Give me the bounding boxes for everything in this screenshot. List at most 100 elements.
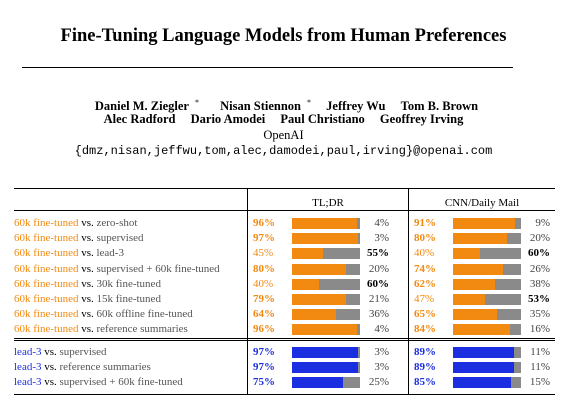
preference-bar-fill [292, 347, 358, 358]
vs-label: vs. [81, 247, 94, 260]
win-rate: 97% [253, 361, 275, 374]
author-row-1: Daniel M. Ziegler * Nisan Stiennon * Jeffr… [0, 94, 567, 115]
win-rate: 97% [253, 232, 275, 245]
comparison-label: lead-3 vs. supervised [14, 346, 107, 358]
model-b-label: reference summaries [59, 361, 151, 374]
comparison-label: 60k fine-tuned vs. supervised + 60k fine… [14, 263, 220, 275]
comparison-table: TL;DR CNN/Daily Mail 60k fine-tuned vs. … [14, 188, 555, 395]
preference-bar [453, 263, 521, 275]
loss-rate: 3% [374, 346, 389, 358]
win-rate: 64% [253, 308, 275, 321]
win-rate: 84% [414, 323, 436, 336]
vs-label: vs. [44, 361, 57, 374]
loss-rate: 11% [530, 346, 550, 358]
table-row: 60k fine-tuned vs. 60k offline fine-tune… [14, 308, 555, 323]
title-rule [22, 67, 513, 68]
author: Nisan Stiennon * [220, 98, 312, 114]
win-rate: 85% [414, 376, 436, 389]
model-b-label: reference summaries [96, 323, 188, 336]
loss-rate: 36% [368, 308, 389, 321]
preference-bar [292, 278, 360, 290]
win-rate: 80% [253, 262, 275, 275]
comparison-label: 60k fine-tuned vs. zero-shot [14, 217, 137, 229]
model-a-label: 60k fine-tuned [14, 293, 79, 305]
preference-bar [292, 233, 360, 245]
loss-rate: 55% [367, 247, 389, 260]
preference-bar-fill [453, 263, 504, 275]
vs-label: vs. [81, 217, 94, 229]
win-rate: 62% [414, 277, 436, 290]
vs-label: vs. [81, 293, 94, 305]
vs-label: vs. [44, 376, 57, 389]
column-divider-cnn [408, 188, 409, 395]
model-a-label: 60k fine-tuned [14, 277, 79, 290]
preference-bar [292, 263, 360, 275]
model-a-label: 60k fine-tuned [14, 217, 79, 229]
table-top-rule [14, 188, 555, 189]
preference-bar-fill [453, 248, 481, 260]
preference-bar-fill [453, 278, 496, 290]
preference-bar [292, 248, 360, 260]
model-b-label: supervised + 60k fine-tuned [96, 262, 220, 275]
table-row: 60k fine-tuned vs. reference summaries 96… [14, 323, 555, 338]
author: Geoffrey Irving [379, 112, 464, 126]
preference-bar-fill [292, 377, 343, 389]
column-header-tldr: TL;DR [312, 197, 344, 209]
author-emails: {dmz,nisan,jeffwu,tom,alec,damodei,paul,… [74, 144, 493, 158]
preference-bar-fill [292, 294, 346, 305]
preference-bar [453, 362, 521, 374]
loss-rate: 4% [374, 217, 389, 229]
table-row: 60k fine-tuned vs. supervised + 60k fine… [14, 263, 555, 278]
model-a-label: 60k fine-tuned [14, 247, 79, 260]
preference-bar [292, 324, 360, 336]
preference-bar [453, 324, 521, 336]
preference-bar [292, 347, 360, 358]
win-rate: 65% [414, 308, 436, 321]
table-bottom-rule [14, 394, 555, 395]
affiliation: OpenAI [263, 128, 304, 142]
win-rate: 40% [414, 247, 435, 260]
preference-bar [453, 309, 521, 321]
loss-rate: 3% [374, 361, 389, 374]
vs-label: vs. [81, 308, 94, 321]
loss-rate: 20% [368, 262, 389, 275]
preference-bar-fill [292, 278, 320, 290]
comparison-label: lead-3 vs. reference summaries [14, 361, 151, 373]
table-row: lead-3 vs. reference summaries 97% 3% 89% 11… [14, 361, 555, 376]
loss-rate: 26% [529, 262, 550, 275]
vs-label: vs. [81, 232, 94, 245]
preference-bar [453, 294, 521, 305]
comparison-label: 60k fine-tuned vs. reference summaries [14, 323, 188, 335]
model-a-label: 60k fine-tuned [14, 323, 79, 336]
win-rate: 79% [253, 293, 275, 305]
model-b-label: supervised [59, 346, 107, 358]
model-a-label: 60k fine-tuned [14, 308, 79, 321]
column-header-cnn: CNN/Daily Mail [444, 197, 520, 209]
vs-label: vs. [44, 346, 57, 358]
vs-label: vs. [81, 323, 94, 336]
preference-bar-fill [453, 294, 485, 305]
preference-bar-fill [292, 263, 347, 275]
loss-rate: 15% [529, 376, 550, 389]
win-rate: 89% [414, 361, 436, 374]
loss-rate: 60% [367, 277, 389, 290]
model-b-label: 15k fine-tuned [96, 293, 161, 305]
preference-bar [453, 218, 521, 229]
comparison-label: 60k fine-tuned vs. lead-3 [14, 247, 124, 259]
win-rate: 74% [414, 262, 436, 275]
preference-bar-fill [453, 362, 514, 374]
preference-bar [453, 233, 521, 245]
loss-rate: 53% [528, 293, 550, 305]
table-group-rule [14, 338, 555, 339]
comparison-label: 60k fine-tuned vs. 30k fine-tuned [14, 278, 161, 290]
win-rate: 75% [253, 376, 275, 389]
vs-label: vs. [81, 262, 94, 275]
win-rate: 47% [414, 293, 435, 305]
loss-rate: 9% [535, 217, 550, 229]
preference-bar-fill [292, 233, 358, 245]
author: Paul Christiano [280, 112, 365, 126]
preference-bar [453, 248, 521, 260]
preference-bar [292, 218, 360, 229]
win-rate: 40% [253, 277, 274, 290]
table-row: 60k fine-tuned vs. zero-shot 96% 4% 91% 9% [14, 217, 555, 232]
